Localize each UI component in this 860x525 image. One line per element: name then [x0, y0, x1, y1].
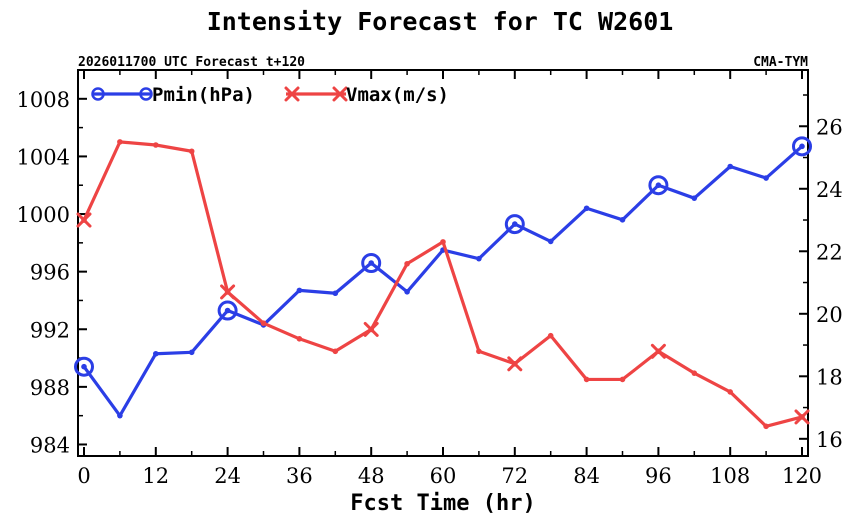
data-point [153, 142, 159, 148]
data-point [332, 348, 339, 355]
data-point [440, 239, 446, 245]
legend-item-vmax: Vmax(m/s) [284, 84, 449, 106]
data-marker [507, 356, 523, 372]
data-point [188, 349, 195, 356]
data-point [691, 370, 698, 376]
left-y-tick-label: 984 [30, 433, 70, 457]
data-point [296, 287, 303, 294]
legend-label: Vmax(m/s) [346, 84, 449, 106]
legend-marker [332, 86, 348, 102]
data-point [619, 376, 626, 383]
left-y-tick-label: 1004 [17, 145, 70, 169]
data-point [727, 389, 733, 395]
x-tick-label: 24 [214, 464, 241, 488]
marker-stroke [507, 356, 523, 372]
data-point [583, 205, 590, 212]
plot-frame [77, 69, 809, 457]
data-point [260, 320, 267, 326]
data-point [332, 290, 339, 297]
x-tick-label: 60 [430, 464, 457, 488]
right-y-tick-label: 20 [816, 303, 843, 327]
marker-stroke [220, 284, 236, 300]
marker-stroke [76, 212, 92, 228]
series-line [82, 140, 803, 428]
x-tick-label: 84 [573, 464, 600, 488]
data-marker [794, 409, 810, 425]
left-y-tick-label: 992 [30, 318, 70, 342]
data-marker [648, 175, 669, 196]
data-point [117, 412, 123, 419]
left-y-tick-label: 1008 [17, 88, 70, 112]
right-y-tick-label: 24 [816, 178, 843, 202]
legend-marker [91, 87, 105, 101]
data-point [547, 332, 554, 339]
right-y-tick-label: 18 [816, 365, 843, 389]
data-point [117, 139, 123, 145]
marker-stroke [332, 86, 348, 102]
left-y-tick-label: 996 [30, 261, 70, 285]
right-y-tick-label: 22 [816, 240, 843, 264]
data-point [727, 163, 733, 170]
data-marker [76, 212, 92, 228]
marker-stroke [794, 409, 810, 425]
data-marker [74, 356, 94, 377]
data-marker [217, 300, 238, 321]
marker-stroke [284, 86, 300, 102]
left-y-tick-label: 1000 [17, 203, 70, 227]
legend: Pmin(hPa) Vmax(m/s) [91, 84, 449, 106]
chart-subtitle-right: CMA-TYM [753, 55, 808, 70]
data-point [619, 216, 626, 223]
data-point [476, 348, 482, 355]
legend-marker [139, 87, 153, 101]
series-pmin [74, 136, 812, 419]
x-tick-label: 72 [501, 464, 528, 488]
data-point [691, 195, 698, 201]
data-marker [504, 214, 525, 235]
data-point [655, 182, 662, 189]
x-tick-label: 12 [142, 464, 169, 488]
data-point [81, 363, 87, 370]
data-point [153, 350, 159, 357]
data-point [476, 255, 482, 262]
data-point [547, 238, 554, 245]
marker-stroke [363, 321, 379, 337]
x-tick-label: 108 [710, 464, 750, 488]
data-marker [220, 284, 236, 300]
x-tick-label: 0 [77, 464, 90, 488]
data-point [799, 143, 805, 150]
data-point [763, 175, 769, 181]
legend-item-pmin: Pmin(hPa) [91, 84, 255, 106]
data-point [404, 289, 410, 295]
right-y-tick-label: 16 [816, 428, 843, 452]
legend-marker [284, 86, 300, 102]
left-y-tick-label: 988 [30, 376, 70, 400]
right-y-tick-label: 26 [816, 115, 843, 139]
legend-label: Pmin(hPa) [152, 84, 255, 106]
data-point [512, 221, 518, 227]
data-point [224, 307, 231, 314]
series-layer [74, 136, 812, 430]
marker-stroke [650, 343, 666, 359]
x-tick-label: 120 [782, 464, 822, 488]
data-marker [363, 321, 379, 337]
chart-subtitle-left: 2026011700 UTC Forecast t+120 [78, 55, 305, 70]
data-marker [792, 136, 812, 157]
data-point [188, 148, 195, 155]
x-tick-label: 48 [358, 464, 385, 488]
data-point [404, 260, 410, 267]
x-axis-label: Fcst Time (hr) [350, 491, 535, 516]
x-tick-label: 36 [286, 464, 313, 488]
axes-layer: 0 12 24 36 48 60 72 84 96 108 120 984 988 992 996 1000 1… [17, 69, 843, 488]
x-tick-label: 96 [645, 464, 672, 488]
data-marker [361, 253, 382, 273]
data-marker [650, 343, 666, 359]
series-vmax [76, 139, 810, 430]
data-point [583, 376, 590, 383]
chart-title: Intensity Forecast for TC W2601 [207, 7, 674, 36]
data-point [368, 260, 375, 266]
data-point [763, 423, 769, 430]
data-point [296, 335, 303, 342]
